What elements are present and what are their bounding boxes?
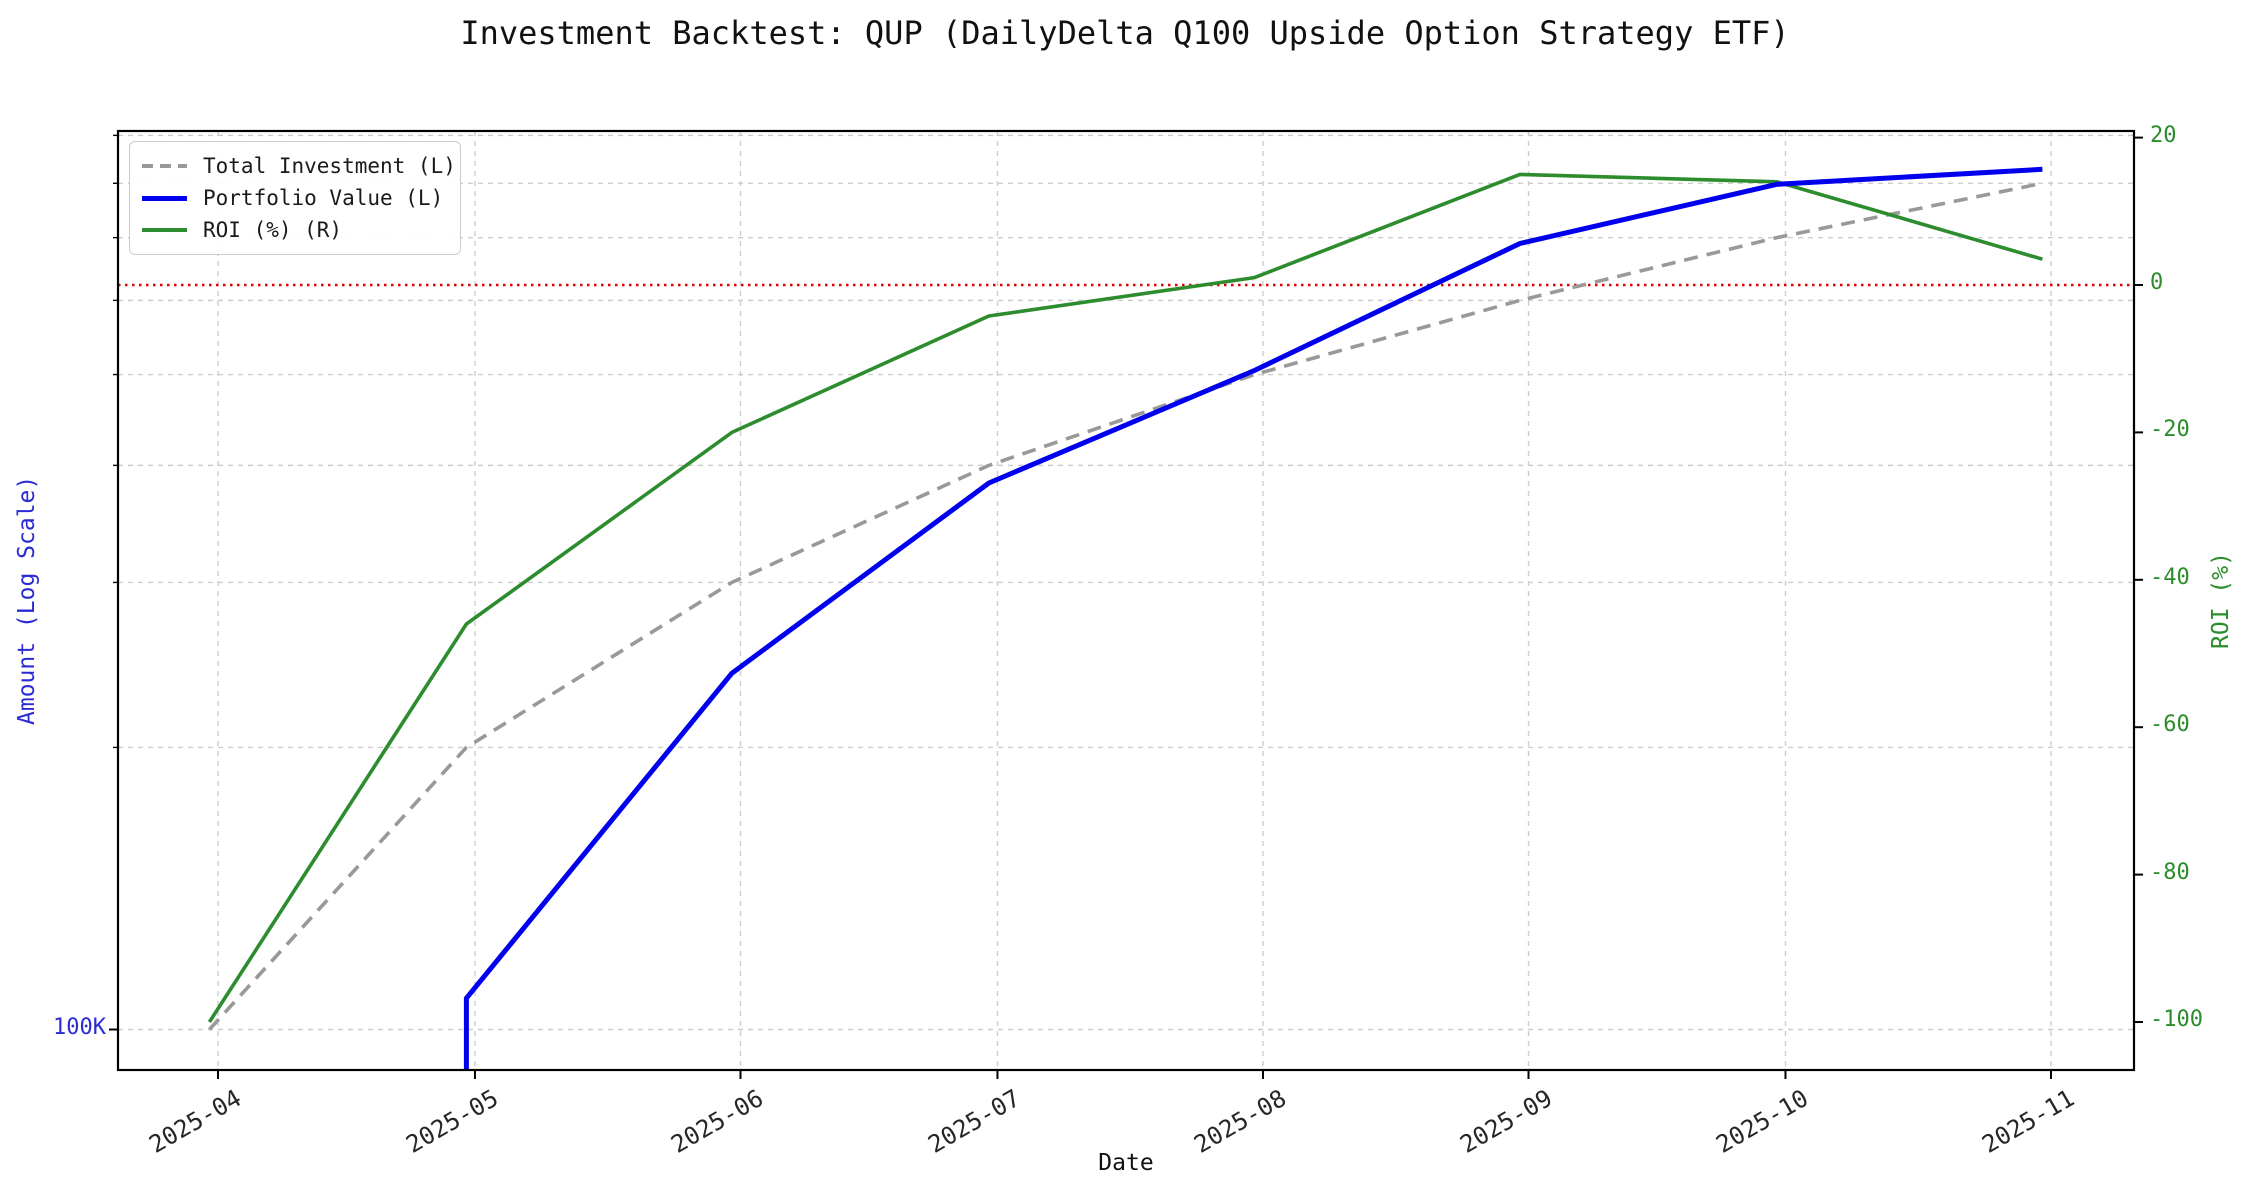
y-tick-label-right: -40 [2150,564,2190,590]
y-tick-label-right: 0 [2150,270,2164,295]
legend-line-portfolio-value [142,195,187,201]
legend-label-roi: ROI (%) (R) [203,218,343,242]
legend-item-portfolio-value: Portfolio Value (L) [142,182,460,214]
legend: Total Investment (L) Portfolio Value (L)… [129,141,461,255]
legend-item-roi: ROI (%) (R) [142,214,460,246]
series-line-total-investment [208,181,2043,1031]
legend-label-total-investment: Total Investment (L) [203,154,456,178]
axis-ticks [109,134,2143,1079]
series-line-portfolio-value [463,166,2043,1070]
gridlines [118,131,2134,1070]
y-tick-label-right: -80 [2150,859,2190,885]
legend-item-total-investment: Total Investment (L) [142,150,460,182]
legend-line-roi [142,228,187,232]
y-tick-label-left: 100K [53,1014,106,1040]
y-tick-label-right: -60 [2150,712,2190,738]
y-tick-label-right: -20 [2150,417,2190,443]
series-line-roi [207,172,2043,1023]
legend-label-portfolio-value: Portfolio Value (L) [203,186,444,210]
y-tick-label-right: 20 [2150,122,2177,148]
x-axis-label: Date [1098,1150,1154,1176]
legend-line-total-investment [142,164,187,168]
chart-title: Investment Backtest: QUP (DailyDelta Q10… [460,14,1790,52]
y-tick-label-right: -100 [2150,1007,2203,1032]
right-axis-label: ROI (%) [2208,552,2234,649]
left-axis-label: Amount (Log Scale) [14,475,40,726]
plot-border [116,129,2136,1072]
